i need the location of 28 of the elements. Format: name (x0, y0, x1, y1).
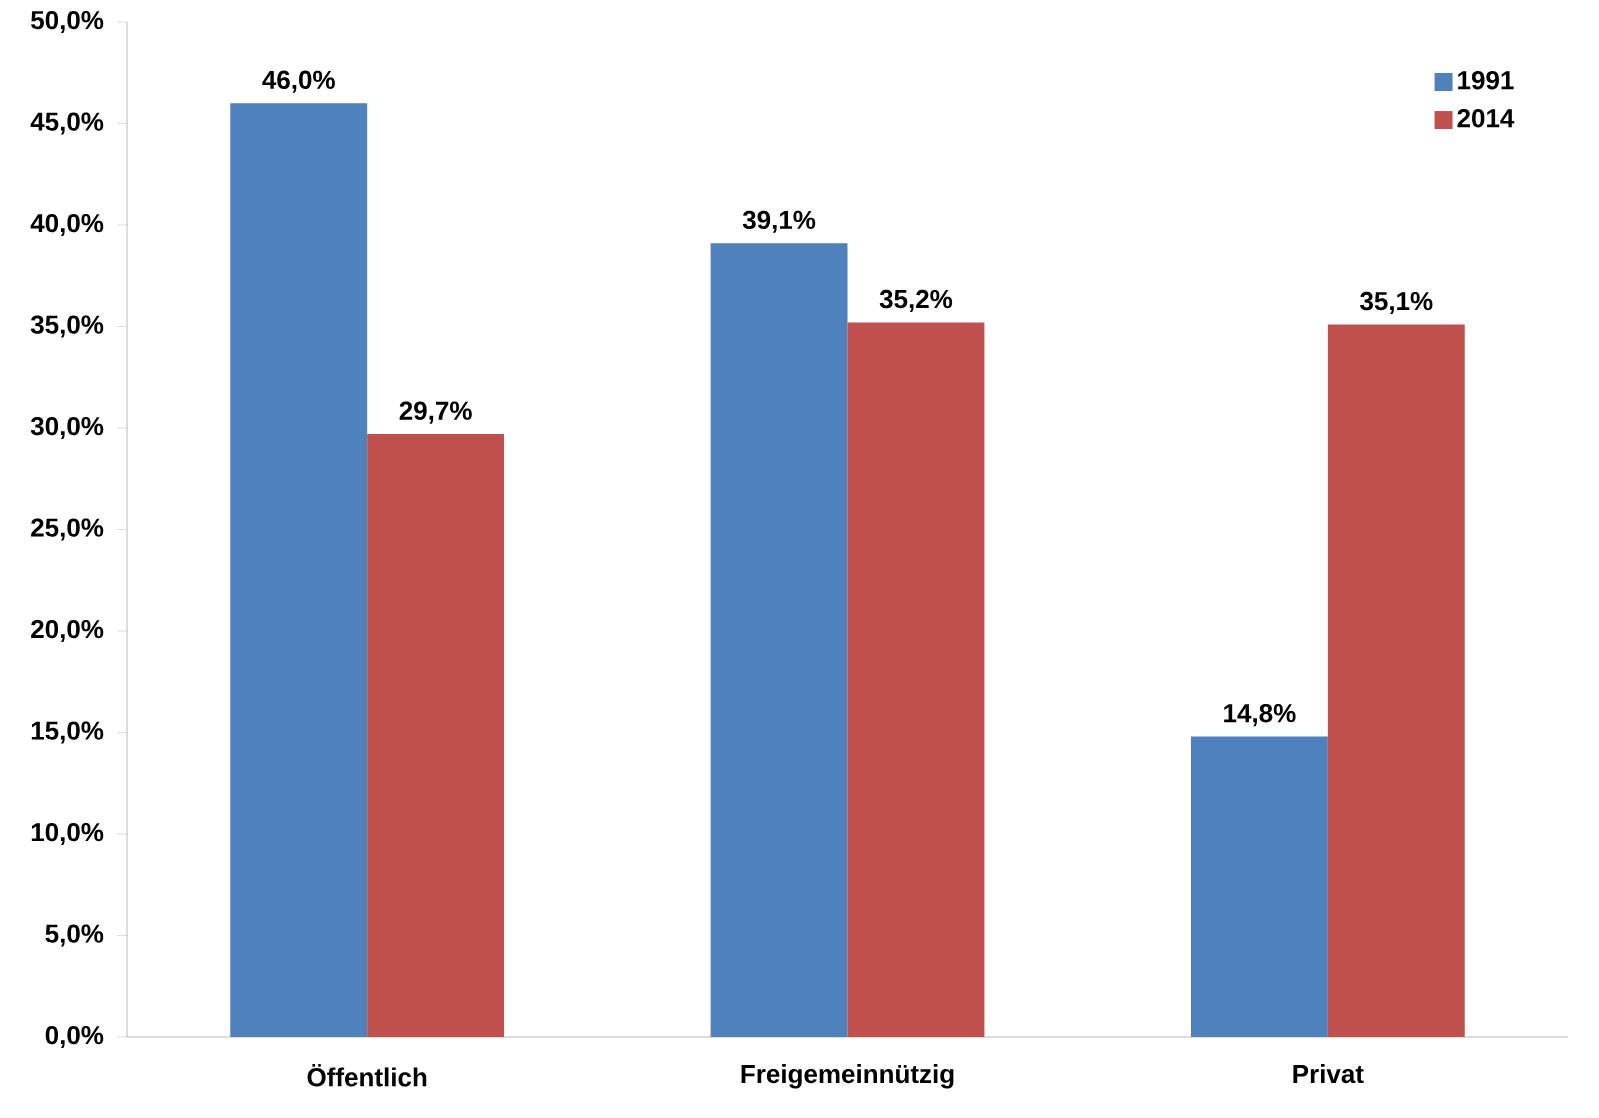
y-tick-label: 45,0% (30, 112, 104, 135)
legend-label: 1991 (1458, 70, 1514, 90)
bar (367, 434, 505, 1037)
data-label: 46,0% (262, 70, 335, 93)
bar (230, 103, 368, 1037)
y-tick-label: 50,0% (31, 10, 104, 34)
y-tick-label: 20,0% (31, 619, 104, 643)
x-tick-label: Freigemeinnützig (741, 1064, 954, 1089)
y-tick-label: 30,0% (30, 416, 104, 440)
bar (710, 243, 848, 1037)
x-tick-label: Privat (1293, 1064, 1364, 1084)
y-tick-label: 40,0% (30, 213, 104, 237)
y-tick-label: 10,0% (31, 822, 104, 846)
data-label: 39,1% (742, 210, 816, 233)
bar (1190, 736, 1328, 1037)
data-label: 35,1% (1360, 291, 1433, 315)
data-label: 14,8% (1224, 703, 1296, 727)
y-tick-label: 0,0% (45, 1025, 104, 1049)
y-tick-label: 35,0% (30, 315, 104, 338)
y-tick-label: 5,0% (45, 924, 104, 947)
data-label: 29,7% (399, 401, 472, 424)
bar (847, 322, 985, 1037)
bar (1327, 324, 1465, 1037)
x-tick-label: Öffentlich (307, 1064, 427, 1087)
y-tick-label: 15,0% (31, 721, 104, 744)
data-label: 35,2% (879, 289, 953, 313)
legend-label: 2014 (1457, 109, 1515, 128)
y-tick-label: 25,0% (31, 518, 104, 541)
